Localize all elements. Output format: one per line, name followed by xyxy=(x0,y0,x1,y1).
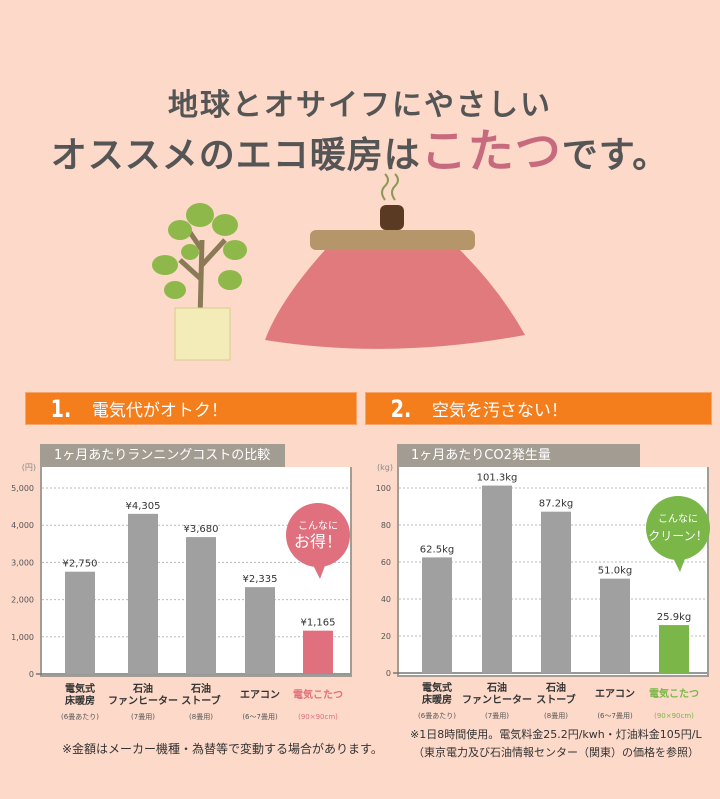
y-tick-label: 2,000 xyxy=(11,596,34,605)
bar xyxy=(128,513,158,674)
section-banner-1: 1. 電気代がオトク！ xyxy=(25,392,357,425)
category-label: エアコン xyxy=(595,688,635,700)
category-label: 石油 xyxy=(545,681,566,694)
callout-text: こんなに xyxy=(658,513,698,525)
category-label: 電気式 xyxy=(65,682,95,695)
y-axis-unit: (円) xyxy=(22,463,36,472)
bar xyxy=(422,557,452,673)
category-sublabel: (8畳用) xyxy=(544,712,568,720)
data-label: ¥3,680 xyxy=(184,524,219,535)
bar xyxy=(186,537,216,674)
callout-bubble xyxy=(286,503,350,567)
data-label: ¥1,165 xyxy=(301,618,336,629)
y-tick-label: 60 xyxy=(381,558,391,567)
bar xyxy=(65,571,95,674)
y-tick-label: 20 xyxy=(381,632,391,641)
y-tick-label: 0 xyxy=(386,669,391,678)
callout-text: こんなに xyxy=(298,520,338,532)
category-label: エアコン xyxy=(240,689,280,701)
category-label: 電気こたつ xyxy=(649,687,699,700)
data-label: ¥2,750 xyxy=(63,559,98,570)
callout-tail xyxy=(672,556,686,572)
category-sublabel: (6〜7畳用) xyxy=(597,712,633,720)
category-label: 電気こたつ xyxy=(293,688,343,701)
category-label: 電気式 xyxy=(422,681,452,694)
category-label: ストーブ xyxy=(181,694,220,707)
category-label: ストーブ xyxy=(536,693,575,706)
category-sublabel: (6畳あたり) xyxy=(418,712,456,720)
category-sublabel: (90×90cm) xyxy=(654,712,694,720)
bar xyxy=(482,485,512,673)
y-tick-label: 80 xyxy=(381,521,391,530)
data-label: 25.9kg xyxy=(657,612,691,623)
category-sublabel: (7畳用) xyxy=(131,713,155,721)
section-number: 2. xyxy=(390,394,412,423)
category-sublabel: (7畳用) xyxy=(485,712,509,720)
data-label: ¥4,305 xyxy=(126,501,161,512)
bar xyxy=(245,587,275,674)
category-label: 床暖房 xyxy=(422,693,452,706)
y-tick-label: 1,000 xyxy=(11,633,34,642)
y-tick-label: 4,000 xyxy=(11,521,34,530)
callout-bubble xyxy=(646,496,710,560)
data-label: 87.2kg xyxy=(539,499,573,510)
chart2-note-2: （東京電力及び石油情報センター（関東）の価格を参照） xyxy=(413,746,699,759)
chart2-note-1: ※1日8時間使用。電気料金25.2円/kwh・灯油料金105円/L xyxy=(410,728,702,741)
category-label: ファンヒーター xyxy=(462,694,532,706)
y-tick-label: 100 xyxy=(376,484,391,493)
section-title: 空気を汚さない！ xyxy=(431,401,568,421)
category-label: ファンヒーター xyxy=(108,695,178,707)
headline-line1: 地球とオサイフにやさしい xyxy=(168,88,552,123)
headline-post: です。 xyxy=(561,134,670,176)
bar xyxy=(600,578,630,673)
data-label: ¥2,335 xyxy=(243,574,278,585)
callout-text: お得！ xyxy=(294,532,342,551)
bar xyxy=(303,630,333,674)
category-sublabel: (6畳あたり) xyxy=(61,713,99,721)
bar xyxy=(659,625,689,673)
chart1-title: 1ヶ月あたりランニングコストの比較 xyxy=(40,444,285,467)
category-label: 石油 xyxy=(132,682,153,695)
headline-pre: オススメのエコ暖房は xyxy=(50,134,421,176)
callout-tail xyxy=(312,563,326,579)
y-tick-label: 5,000 xyxy=(11,484,34,493)
callout-text: クリーン！ xyxy=(648,529,707,543)
bar xyxy=(541,511,571,673)
data-label: 62.5kg xyxy=(420,544,454,555)
y-tick-label: 3,000 xyxy=(11,558,34,567)
headline-highlight: こたつ xyxy=(420,124,562,178)
data-label: 51.0kg xyxy=(598,566,632,577)
category-label: 石油 xyxy=(486,681,507,694)
chart1-note: ※金額はメーカー機種・為替等で変動する場合があります。 xyxy=(62,742,383,756)
category-sublabel: (90×90cm) xyxy=(298,713,338,721)
category-sublabel: (8畳用) xyxy=(189,713,213,721)
category-label: 石油 xyxy=(190,682,211,695)
headline-line2: オススメのエコ暖房はこたつです。 xyxy=(0,115,720,181)
data-label: 101.3kg xyxy=(477,473,518,484)
plant-icon xyxy=(152,203,247,361)
y-tick-label: 0 xyxy=(29,670,34,679)
category-sublabel: (6〜7畳用) xyxy=(242,713,278,721)
illustration xyxy=(152,173,525,361)
y-axis-unit: (kg) xyxy=(377,463,393,472)
category-label: 床暖房 xyxy=(65,694,95,707)
section-title: 電気代がオトク！ xyxy=(91,401,228,421)
section-number: 1. xyxy=(50,394,72,423)
kotatsu-icon xyxy=(265,173,525,349)
chart2-title: 1ヶ月あたりCO2発生量 xyxy=(397,444,640,467)
y-tick-label: 40 xyxy=(381,595,391,604)
section-banner-2: 2. 空気を汚さない！ xyxy=(365,392,712,425)
